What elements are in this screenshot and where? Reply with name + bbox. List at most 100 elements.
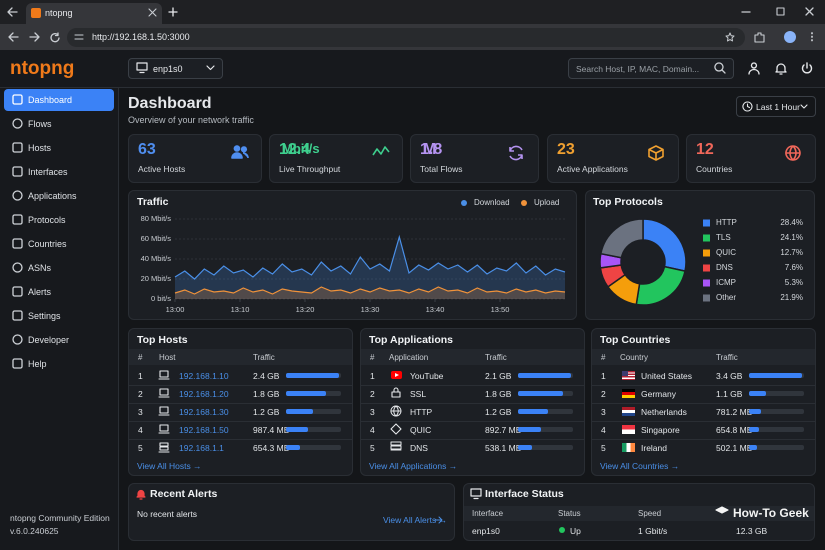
col-header: Host: [159, 353, 176, 362]
name: QUIC: [410, 425, 432, 435]
row-divider: [592, 439, 815, 440]
unit: Mbit/s: [282, 141, 320, 156]
nav-item[interactable]: Settings: [28, 311, 61, 321]
nav-item[interactable]: Interfaces: [28, 167, 68, 177]
table-link[interactable]: View All Applications →: [369, 461, 458, 471]
bar: [518, 373, 571, 378]
bar-track: [286, 445, 341, 450]
stat-label: Live Throughput: [279, 164, 341, 174]
bar: [286, 391, 326, 396]
table-link[interactable]: View All Hosts →: [137, 461, 202, 471]
time-range[interactable]: [736, 96, 816, 117]
traffic: 1.8 GB: [485, 389, 512, 399]
row-divider: [361, 421, 584, 422]
host-link[interactable]: 192.168.1.10: [179, 371, 229, 381]
col-header: #: [370, 353, 375, 362]
rank: 5: [601, 443, 606, 453]
name: DNS: [410, 443, 428, 453]
status-dot: [559, 527, 565, 533]
tab[interactable]: [26, 3, 162, 24]
flag-canton: [622, 371, 628, 376]
time-range-label: Last 1 Hour: [756, 102, 800, 112]
rank: 5: [138, 443, 143, 453]
bar: [286, 427, 308, 432]
nav-item[interactable]: Applications: [28, 191, 77, 201]
host-link[interactable]: 192.168.1.30: [179, 407, 229, 417]
sidebar: [0, 88, 119, 550]
row-divider: [129, 385, 352, 386]
nav-item[interactable]: Alerts: [28, 287, 52, 297]
nav-item[interactable]: Hosts: [28, 143, 52, 153]
bar-track: [749, 445, 804, 450]
col-header: Speed: [638, 509, 662, 518]
nav-item[interactable]: Flows: [28, 119, 52, 129]
nav-item[interactable]: Developer: [28, 335, 70, 345]
row-divider: [361, 439, 584, 440]
bar: [518, 445, 532, 450]
bar-track: [749, 409, 804, 414]
name: Singapore: [641, 425, 680, 435]
table-link[interactable]: View All Countries →: [600, 461, 680, 471]
table-header-row: [129, 349, 352, 365]
logo[interactable]: ntopng: [10, 58, 75, 79]
nav-item[interactable]: Countries: [28, 239, 67, 249]
favicon: [31, 8, 41, 18]
flag: [622, 371, 635, 380]
traffic: 781.2 MB: [716, 407, 753, 417]
name: Ireland: [641, 443, 667, 453]
row-divider: [592, 403, 815, 404]
search-box[interactable]: [568, 58, 734, 79]
name: HTTP: [410, 407, 433, 417]
col-header: Interface: [472, 509, 504, 518]
col-header: #: [138, 353, 143, 362]
table-header-row: [361, 349, 584, 365]
row-divider: [129, 439, 352, 440]
tab-title: ntopng: [45, 8, 73, 18]
alerts-title: Recent Alerts: [150, 488, 218, 500]
bar: [518, 391, 564, 396]
unit: M: [423, 141, 437, 158]
traffic: 987.4 MB: [253, 425, 290, 435]
traffic: 12.3 GB: [736, 526, 768, 536]
flag: [622, 389, 635, 398]
value: 1.8: [420, 141, 443, 158]
bar-track: [749, 391, 804, 396]
nav-item[interactable]: Help: [28, 359, 47, 369]
rank: 5: [370, 443, 375, 453]
rank: 1: [601, 371, 606, 381]
alerts-link[interactable]: View All Alerts →: [383, 515, 448, 525]
bar-track: [286, 409, 341, 414]
rank: 2: [601, 389, 606, 399]
host-link[interactable]: 192.168.1.50: [179, 425, 229, 435]
bar: [749, 427, 760, 432]
row-divider: [129, 403, 352, 404]
table-header-row: [592, 349, 815, 365]
protocols-card: [585, 190, 815, 320]
traffic: 654.3 MB: [253, 443, 290, 453]
bar: [749, 373, 802, 378]
host-link[interactable]: 192.168.1.20: [179, 389, 229, 399]
sidebar-footer: ntopng Community Edition: [10, 513, 110, 523]
nav-item[interactable]: ASNs: [28, 263, 52, 273]
rank: 3: [601, 407, 606, 417]
host-link[interactable]: 192.168.1.1: [179, 443, 224, 453]
traffic: 1.2 GB: [253, 407, 280, 417]
nav-item[interactable]: Protocols: [28, 215, 66, 225]
col-header: Country: [620, 353, 649, 362]
name: YouTube: [410, 371, 444, 381]
bar: [749, 409, 762, 414]
col-header: Traffic: [716, 353, 738, 362]
bar: [518, 427, 541, 432]
value: 12: [696, 141, 714, 158]
interface-select[interactable]: [128, 58, 223, 79]
bar: [286, 409, 313, 414]
nav-item[interactable]: Dashboard: [28, 95, 73, 105]
url-field[interactable]: [67, 28, 745, 47]
col-header: Traffic: [485, 353, 507, 362]
interface-name: enp1s0: [472, 526, 500, 536]
watermark: How-To Geek: [733, 506, 809, 520]
table-title: Top Countries: [600, 334, 671, 346]
rank: 4: [370, 425, 375, 435]
traffic: 3.4 GB: [716, 371, 743, 381]
